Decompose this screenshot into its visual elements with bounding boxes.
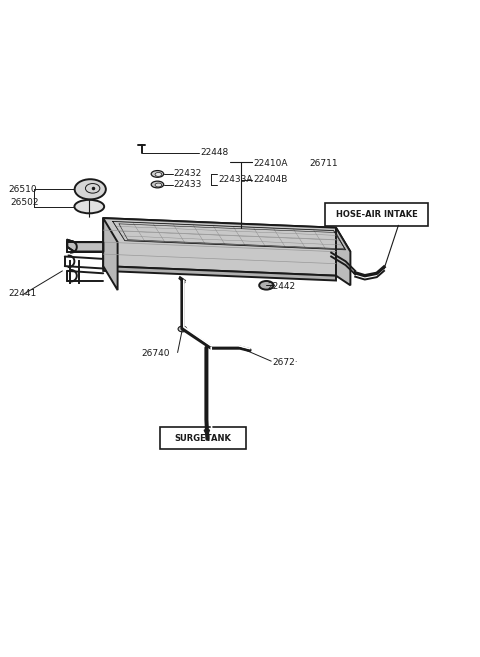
Polygon shape bbox=[103, 218, 336, 276]
Text: 26510: 26510 bbox=[9, 185, 37, 194]
Ellipse shape bbox=[178, 326, 187, 332]
Text: 2672·: 2672· bbox=[272, 357, 298, 367]
Ellipse shape bbox=[155, 173, 162, 176]
Ellipse shape bbox=[151, 171, 164, 177]
Ellipse shape bbox=[259, 281, 274, 290]
Ellipse shape bbox=[151, 181, 164, 188]
Text: 26740: 26740 bbox=[142, 350, 170, 359]
Ellipse shape bbox=[74, 179, 106, 199]
Text: 26502: 26502 bbox=[11, 198, 39, 207]
Text: 26711: 26711 bbox=[310, 160, 338, 168]
Polygon shape bbox=[336, 228, 350, 285]
Polygon shape bbox=[103, 218, 350, 252]
Text: 22404B: 22404B bbox=[253, 175, 288, 184]
Text: 22441: 22441 bbox=[9, 290, 37, 298]
Ellipse shape bbox=[74, 200, 104, 214]
Text: 22448: 22448 bbox=[201, 148, 229, 157]
FancyBboxPatch shape bbox=[160, 428, 246, 449]
Text: 22432: 22432 bbox=[174, 170, 202, 179]
Text: HOSE-AIR INTAKE: HOSE-AIR INTAKE bbox=[336, 210, 418, 219]
Polygon shape bbox=[103, 266, 336, 281]
Polygon shape bbox=[67, 240, 103, 252]
Polygon shape bbox=[113, 221, 346, 250]
Polygon shape bbox=[103, 218, 118, 290]
Text: 22442: 22442 bbox=[267, 283, 296, 291]
Text: SURGETANK: SURGETANK bbox=[174, 434, 231, 443]
FancyBboxPatch shape bbox=[325, 203, 428, 226]
Text: 22410A: 22410A bbox=[253, 160, 288, 168]
Ellipse shape bbox=[155, 183, 162, 187]
Text: 22433A: 22433A bbox=[218, 175, 252, 184]
Text: 22433: 22433 bbox=[174, 180, 202, 189]
